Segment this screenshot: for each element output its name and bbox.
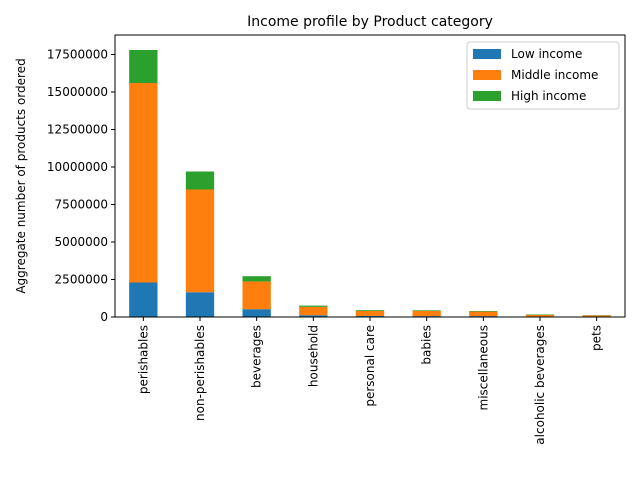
x-tick-label: perishables: [136, 325, 150, 394]
bar-beverages-series-2: [243, 276, 271, 281]
bar-babies-series-1: [413, 311, 441, 316]
y-tick-label: 0: [100, 310, 108, 324]
x-tick-label: non-perishables: [193, 325, 207, 421]
bar-beverages-series-1: [243, 281, 271, 309]
bar-babies-series-2: [413, 310, 441, 311]
chart-title: Income profile by Product category: [247, 14, 493, 30]
y-tick-label: 12500000: [47, 123, 108, 137]
bar-perishables-series-1: [129, 83, 157, 283]
x-tick-label: household: [306, 325, 320, 387]
y-tick-label: 15000000: [47, 85, 108, 99]
legend-swatch: [473, 70, 501, 80]
bar-miscellaneous-series-2: [469, 311, 497, 312]
y-tick-label: 2500000: [55, 273, 108, 287]
y-axis-label: Aggregate number of products ordered: [14, 58, 28, 293]
legend-label: Middle income: [511, 68, 598, 82]
legend-swatch: [473, 49, 501, 59]
bar-personal-care-series-2: [356, 310, 384, 311]
bar-household-series-2: [299, 306, 327, 307]
legend: Low income Middle income High income: [467, 42, 619, 109]
bar-miscellaneous-series-1: [469, 312, 497, 317]
y-tick-label: 17500000: [47, 48, 108, 62]
x-tick-label: babies: [420, 325, 434, 365]
legend-label: Low income: [511, 47, 582, 61]
bar-personal-care-series-1: [356, 311, 384, 316]
bar-beverages-series-0: [243, 309, 271, 317]
y-tick-label: 10000000: [47, 160, 108, 174]
x-tick-label: pets: [590, 325, 604, 351]
x-tick-label: beverages: [250, 325, 264, 388]
y-tick-label: 7500000: [55, 198, 108, 212]
bar-household-series-1: [299, 307, 327, 315]
x-tick-label: personal care: [363, 325, 377, 407]
bar-non-perishables-series-2: [186, 172, 214, 190]
legend-swatch: [473, 91, 501, 101]
x-tick-label: alcoholic beverages: [533, 325, 547, 445]
bar-non-perishables-series-1: [186, 190, 214, 293]
y-tick-label: 5000000: [55, 235, 108, 249]
bar-perishables-series-2: [129, 50, 157, 83]
bar-alcoholic-beverages-series-1: [526, 315, 554, 317]
bar-perishables-series-0: [129, 283, 157, 318]
x-tick-label: miscellaneous: [476, 325, 490, 410]
legend-label: High income: [511, 89, 586, 103]
bar-non-perishables-series-0: [186, 292, 214, 317]
